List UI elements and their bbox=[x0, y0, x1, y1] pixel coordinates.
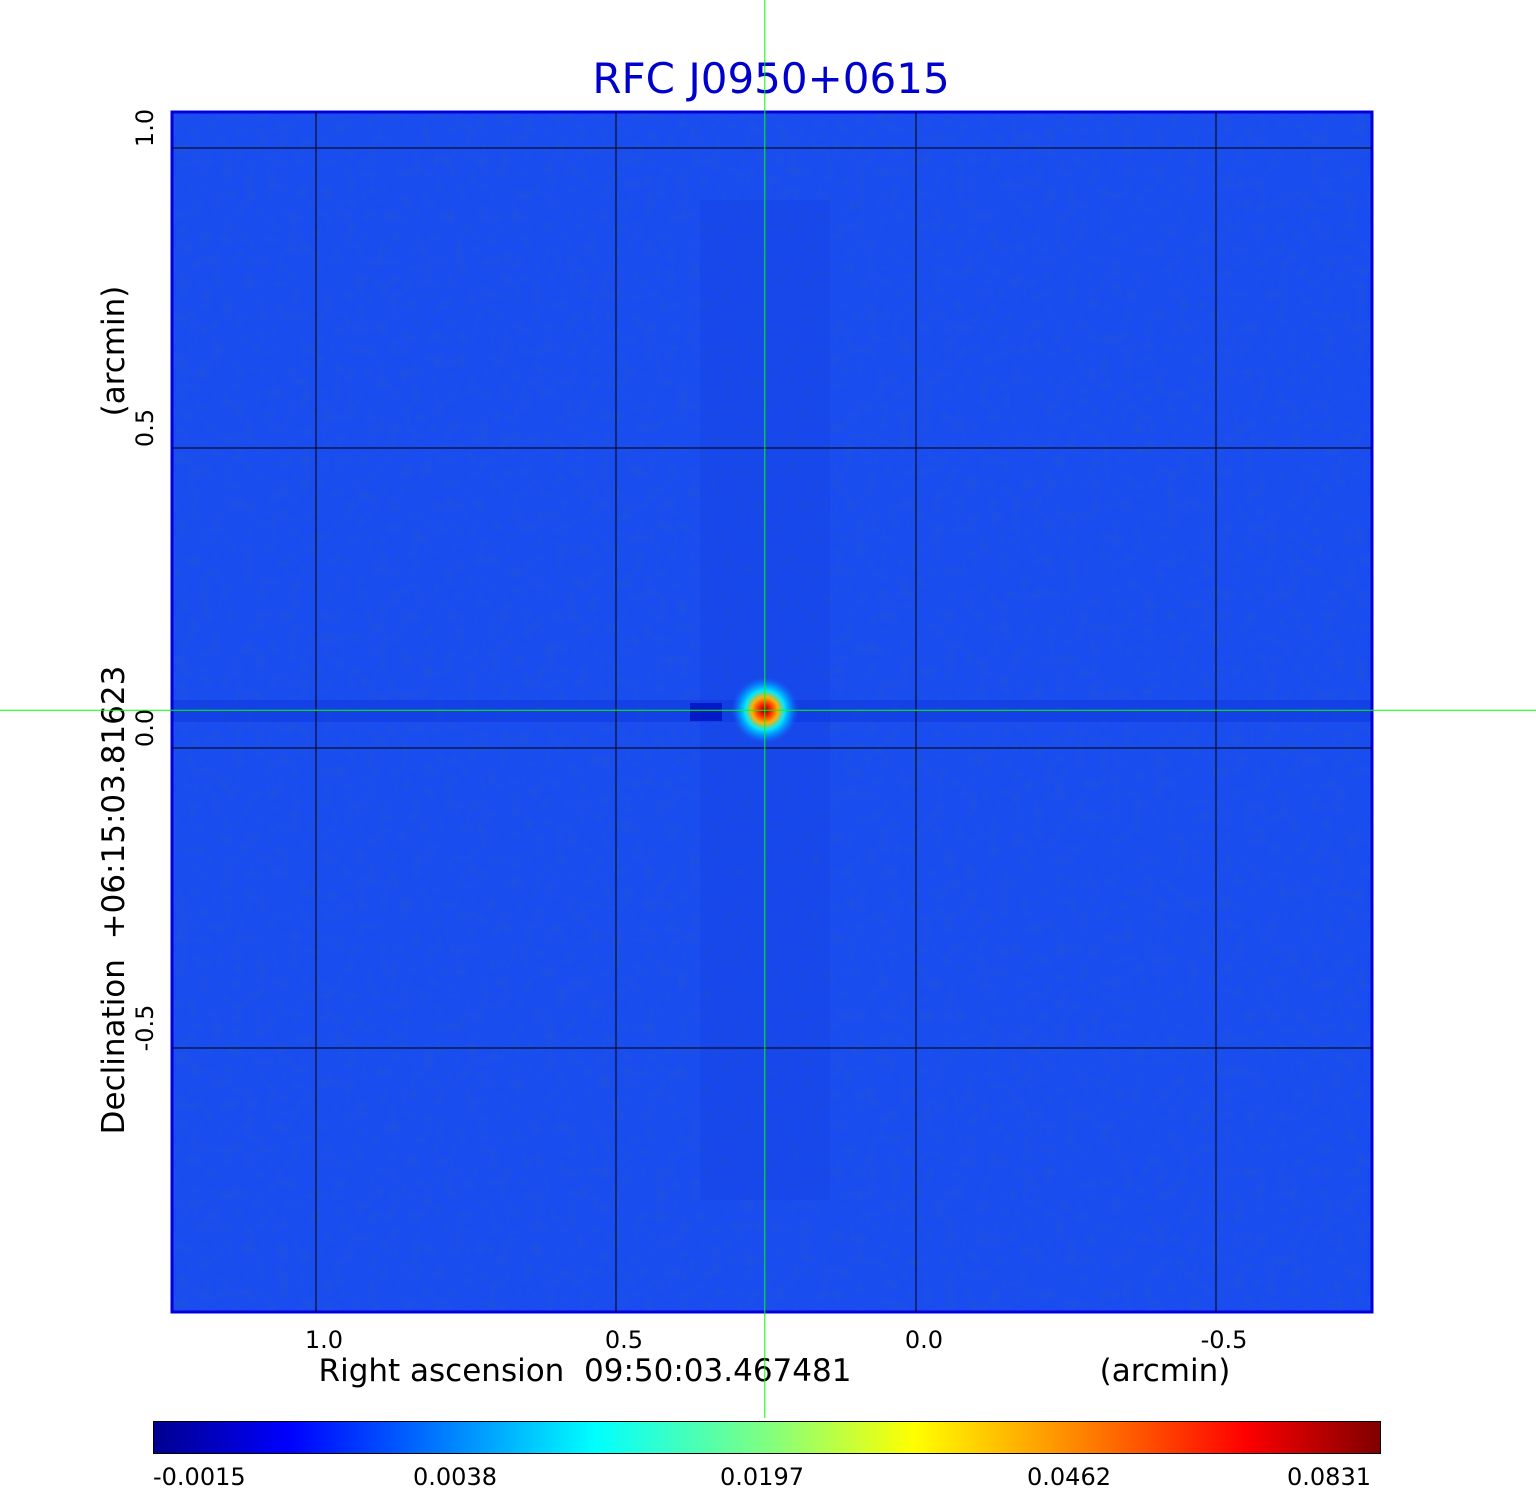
colorbar-tick-label: 0.0197 bbox=[720, 1463, 804, 1491]
chart-title: RFC J0950+0615 bbox=[592, 54, 949, 103]
x-tick-label: 0.0 bbox=[905, 1326, 943, 1354]
sidelobe-dark-blob bbox=[690, 703, 722, 721]
x-axis-label: Right ascension 09:50:03.467481 bbox=[319, 1353, 852, 1389]
x-tick-label: -0.5 bbox=[1201, 1326, 1248, 1354]
colorbar-tick-label: 0.0462 bbox=[1027, 1463, 1111, 1491]
x-axis-unit: (arcmin) bbox=[1100, 1353, 1231, 1389]
map-frame bbox=[170, 110, 1374, 1314]
colorbar bbox=[153, 1421, 1381, 1454]
y-axis-unit: (arcmin) bbox=[96, 286, 132, 417]
colorbar-tick-label: 0.0038 bbox=[413, 1463, 497, 1491]
x-tick-label: 0.5 bbox=[605, 1326, 643, 1354]
colorbar-tick-label: 0.0831 bbox=[1287, 1463, 1371, 1491]
y-tick-label: 1.0 bbox=[131, 109, 159, 147]
coordinate-grid bbox=[172, 112, 1372, 1312]
y-axis-label: Declination +06:15:03.81623 bbox=[96, 666, 132, 1135]
y-tick-label: 0.5 bbox=[131, 409, 159, 447]
image-plane bbox=[170, 110, 1374, 1314]
x-tick-labels: 1.0 0.5 0.0 -0.5 bbox=[305, 1326, 1248, 1354]
colorbar-tick-label: -0.0015 bbox=[153, 1463, 246, 1491]
y-tick-label: -0.5 bbox=[131, 1005, 159, 1052]
y-tick-label: 0.0 bbox=[131, 709, 159, 747]
y-tick-labels: 1.0 0.5 0.0 -0.5 bbox=[131, 109, 159, 1052]
x-tick-label: 1.0 bbox=[305, 1326, 343, 1354]
